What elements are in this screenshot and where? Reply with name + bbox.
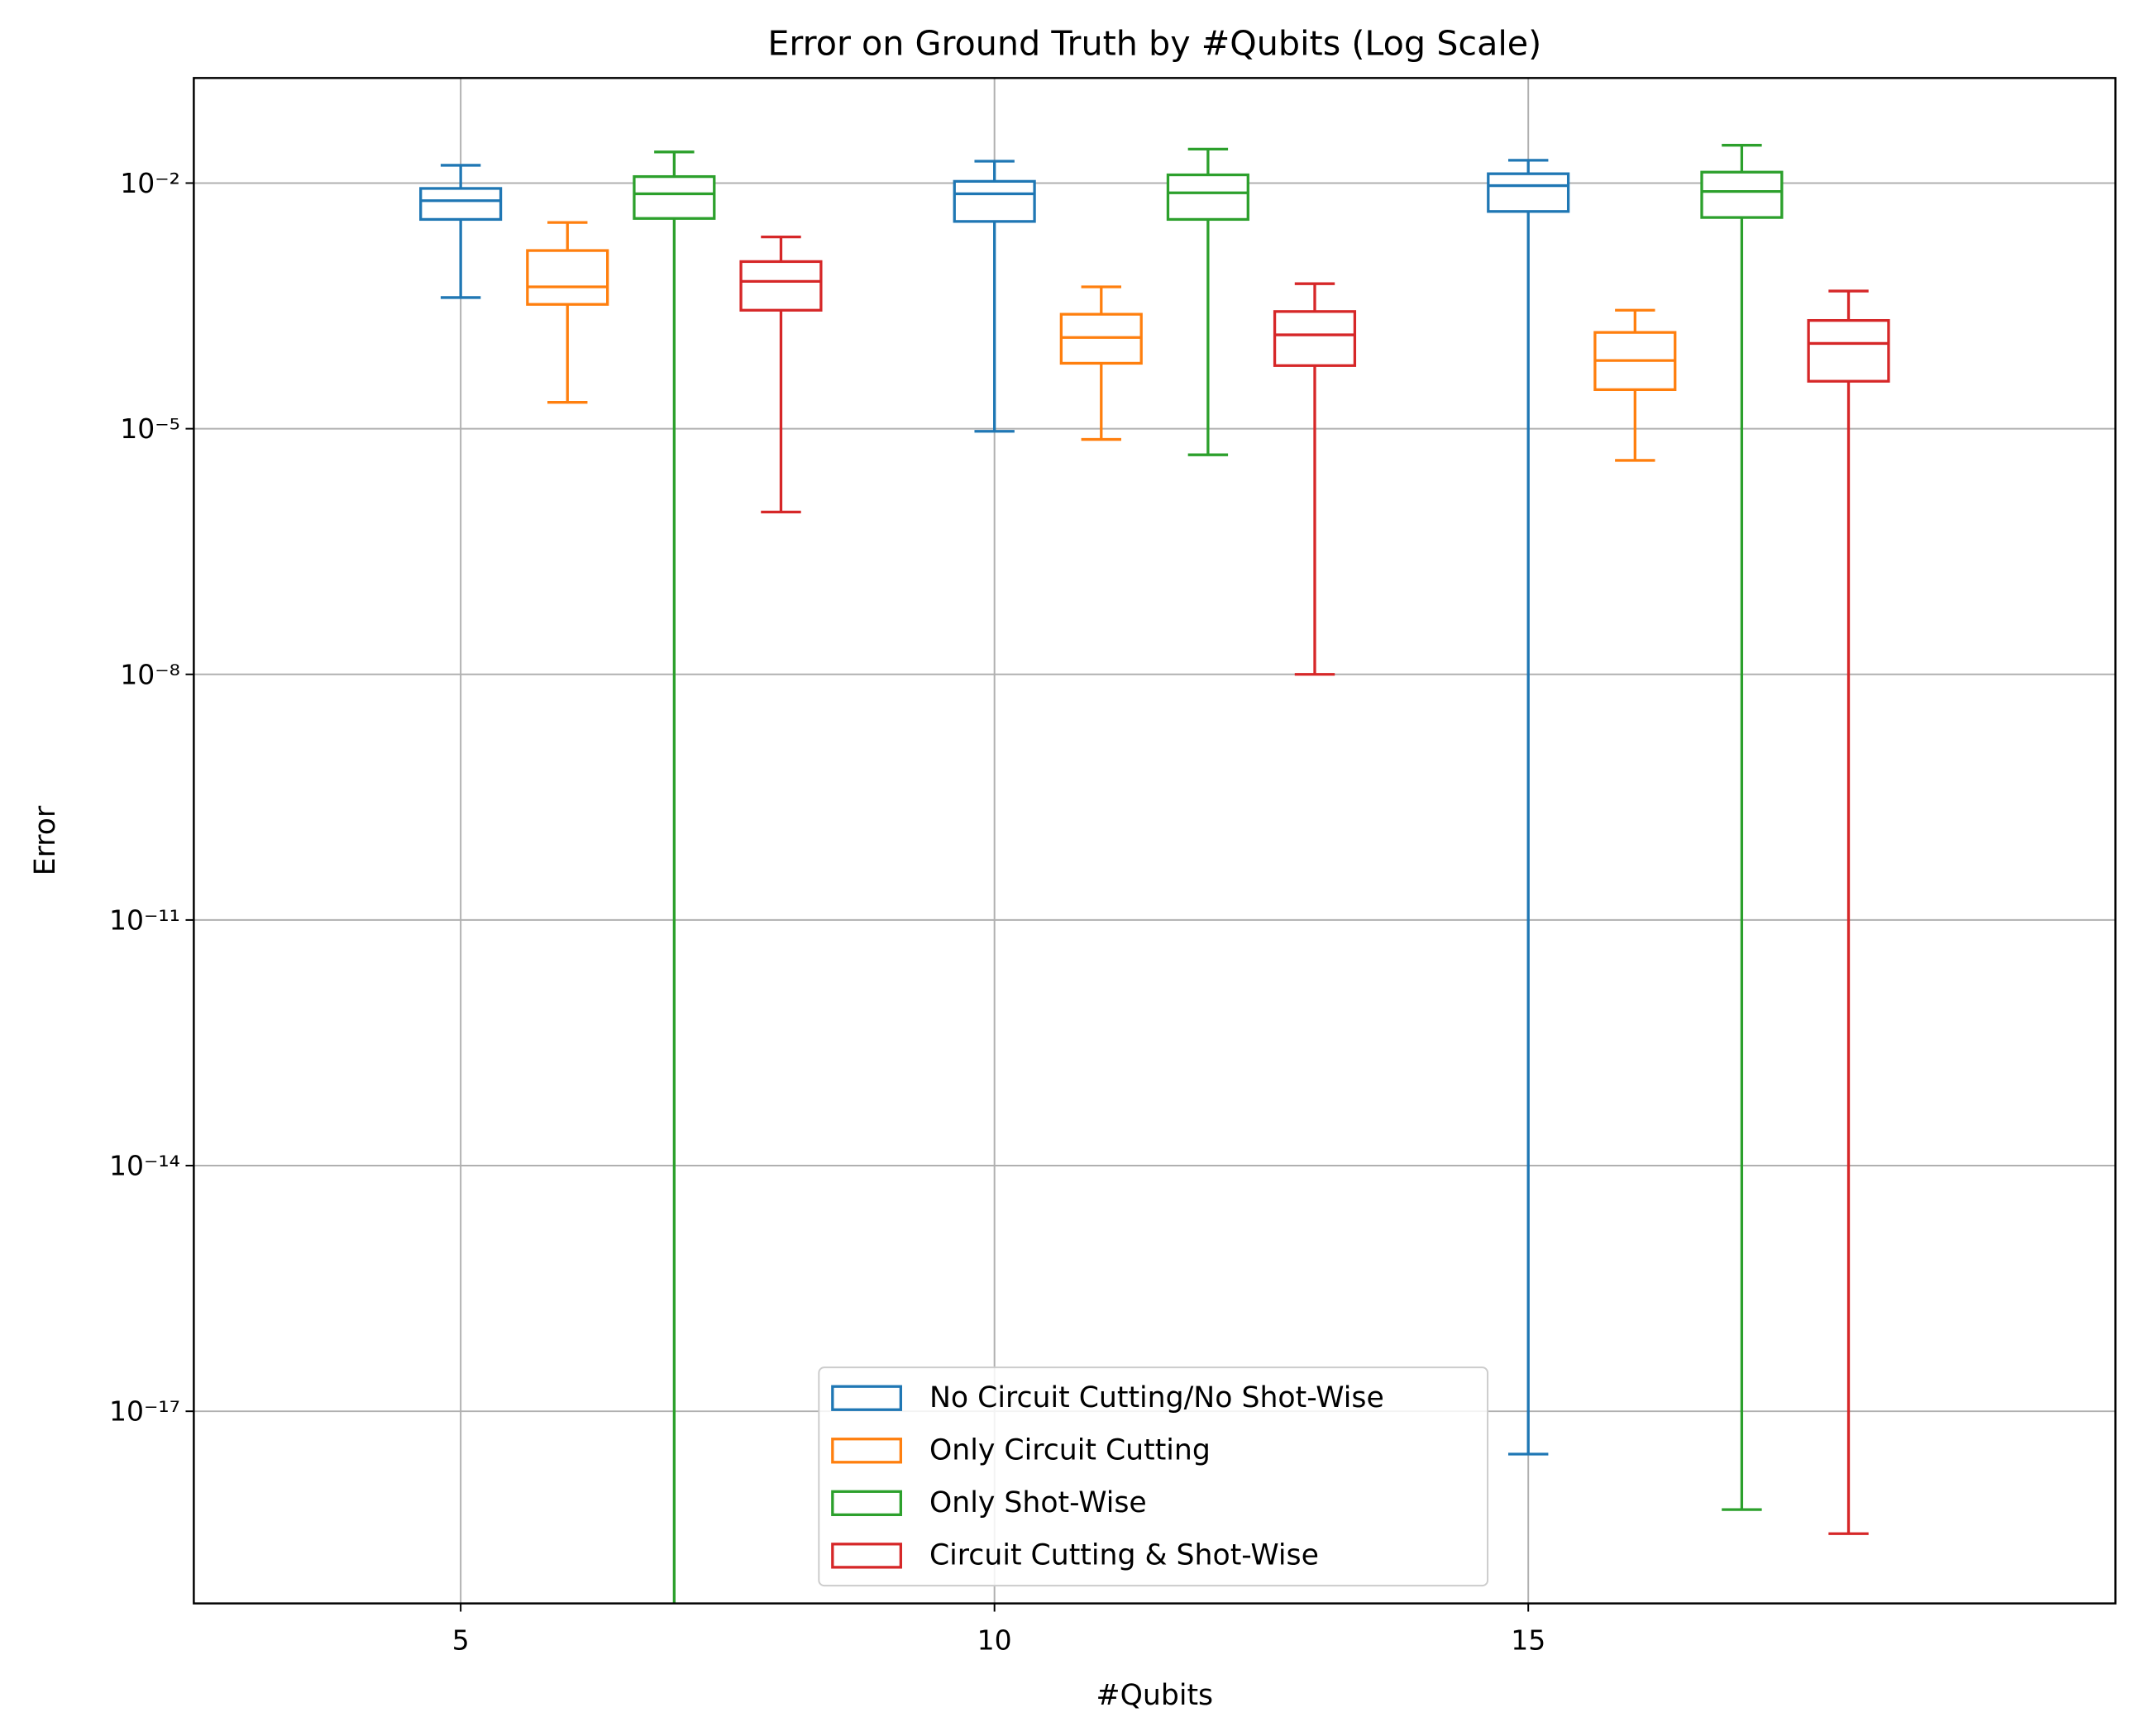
y-axis-label: Error xyxy=(29,805,62,875)
x-tick-label: 5 xyxy=(452,1624,470,1657)
legend-label: No Circuit Cutting/No Shot-Wise xyxy=(929,1381,1384,1414)
x-tick-label: 10 xyxy=(977,1624,1012,1657)
box xyxy=(526,249,609,306)
box xyxy=(1273,310,1357,367)
x-axis-label: #Qubits xyxy=(1096,1679,1214,1712)
box xyxy=(633,174,716,220)
plot-area xyxy=(419,144,1890,1604)
legend: No Circuit Cutting/No Shot-Wise Only Circ… xyxy=(818,1366,1489,1587)
axes-frame xyxy=(193,77,2117,1605)
legend-label: Only Shot-Wise xyxy=(929,1486,1147,1519)
box xyxy=(739,260,823,312)
box xyxy=(1807,318,1890,383)
legend-label: Circuit Cutting & Shot-Wise xyxy=(929,1539,1319,1572)
box xyxy=(1487,172,1570,213)
box xyxy=(419,187,503,222)
chart-title: Error on Ground Truth by #Qubits (Log Sc… xyxy=(767,23,1541,63)
y-tick-label: 10⁻⁵ xyxy=(120,413,180,445)
legend-swatch xyxy=(831,1543,902,1569)
legend-frame xyxy=(818,1366,1489,1587)
legend-swatch xyxy=(831,1438,902,1464)
legend-swatch xyxy=(831,1490,902,1516)
box xyxy=(1166,173,1249,222)
box xyxy=(1700,170,1784,219)
y-tick-label: 10⁻⁸ xyxy=(120,658,180,690)
axes: 10⁻¹⁷ 10⁻¹⁴ 10⁻¹¹ 10⁻⁸ 10⁻⁵ 10⁻² 5 10 15 xyxy=(109,167,1545,1657)
y-tick-label: 10⁻¹⁴ xyxy=(109,1150,180,1182)
x-tick-label: 15 xyxy=(1511,1624,1545,1657)
legend-label: Only Circuit Cutting xyxy=(929,1433,1211,1467)
y-tick-label: 10⁻¹⁷ xyxy=(109,1395,180,1428)
y-tick-label: 10⁻¹¹ xyxy=(109,904,180,936)
box xyxy=(953,179,1036,223)
legend-swatch xyxy=(831,1385,902,1411)
y-tick-label: 10⁻² xyxy=(120,167,180,199)
